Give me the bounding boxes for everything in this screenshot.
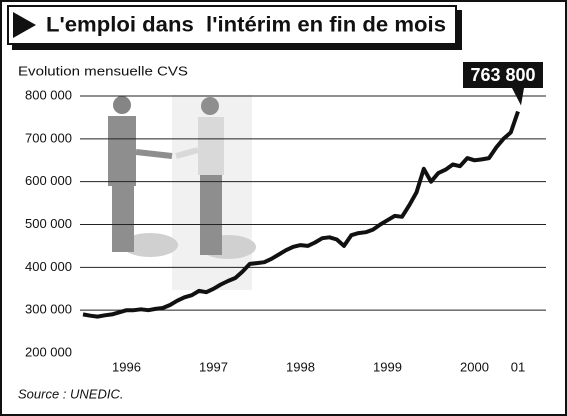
subtitle: Evolution mensuelle CVS <box>18 63 188 78</box>
illustration <box>108 95 256 290</box>
x-tick-label: 01 <box>511 359 525 374</box>
y-tick-label: 700 000 <box>25 130 72 145</box>
x-tick-label: 1998 <box>286 359 315 374</box>
y-tick-label: 400 000 <box>25 259 72 274</box>
y-tick-label: 800 000 <box>25 87 72 102</box>
y-tick-label: 300 000 <box>25 302 72 317</box>
source: Source : UNEDIC. <box>18 386 123 401</box>
title-arrow <box>13 12 36 38</box>
x-tick-label: 1997 <box>199 359 228 374</box>
x-tick-label: 1999 <box>373 359 402 374</box>
x-tick-label: 1996 <box>112 359 141 374</box>
value-label: 763 800 <box>470 65 535 85</box>
data-line <box>82 110 520 319</box>
value-label-box <box>463 62 543 88</box>
chart-title: L'emploi dans l'intérim en fin de mois <box>46 14 446 37</box>
y-tick-label: 500 000 <box>25 216 72 231</box>
x-tick-label: 2000 <box>460 359 489 374</box>
y-tick-label: 200 000 <box>25 344 72 359</box>
value-label-pointer <box>512 88 524 106</box>
title-box <box>7 5 457 45</box>
y-tick-label: 600 000 <box>25 173 72 188</box>
